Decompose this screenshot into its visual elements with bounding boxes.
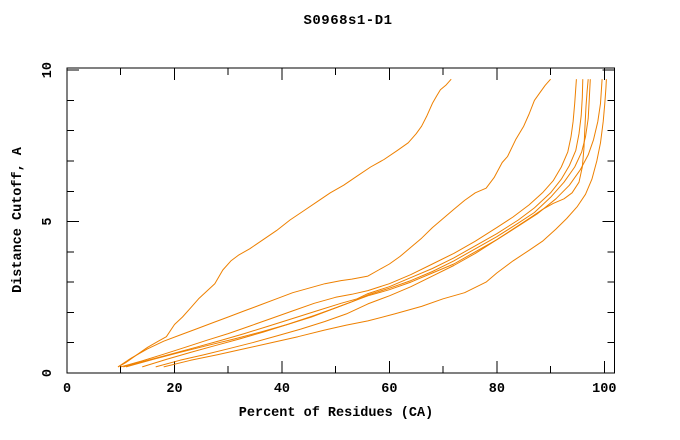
x-tick-label-40: 40	[274, 382, 290, 397]
data-curve-4	[123, 79, 584, 368]
x-tick-label-0: 0	[63, 382, 71, 397]
x-axis-label: Percent of Residues (CA)	[238, 406, 434, 421]
chart-title: S0968s1-D1	[303, 13, 393, 29]
x-tick-label-20: 20	[166, 382, 182, 397]
y-tick-label-10: 10	[41, 62, 56, 78]
data-curve-6	[142, 79, 603, 368]
data-curve-1	[117, 78, 452, 368]
y-axis-label: Distance Cutoff, A	[11, 147, 26, 293]
x-tick-label-60: 60	[381, 382, 397, 397]
y-tick-label-5: 5	[41, 218, 56, 226]
data-curve-2	[117, 78, 551, 368]
data-curve-3	[120, 79, 577, 368]
data-curve-5	[125, 79, 591, 368]
data-curve-7	[155, 79, 589, 368]
plot-frame	[66, 67, 615, 374]
data-curve-8	[163, 79, 607, 368]
y-tick-label-0: 0	[41, 369, 56, 377]
x-tick-label-80: 80	[489, 382, 505, 397]
x-tick-label-100: 100	[592, 382, 616, 397]
